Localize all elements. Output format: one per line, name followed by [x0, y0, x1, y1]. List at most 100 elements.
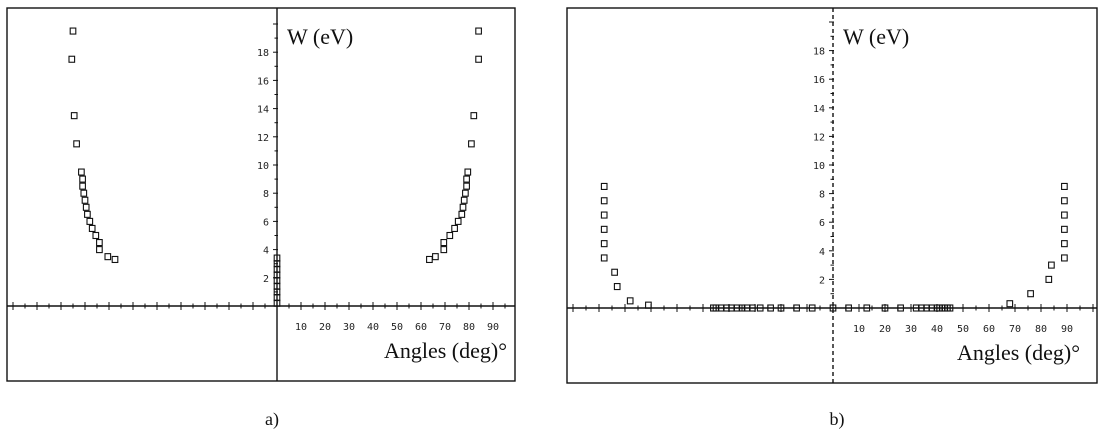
data-point [777, 304, 785, 312]
data-point [1061, 240, 1068, 248]
data-point [600, 225, 608, 233]
data-point [458, 210, 466, 218]
data-point [1006, 300, 1014, 308]
panel-a-x-tick-labels: 10 20 30 40 50 60 70 80 90 [295, 322, 499, 333]
data-point [86, 217, 94, 225]
y-tick-label: 16 [813, 75, 825, 86]
panel-a-y-tick-labels: 2 4 6 8 10 12 14 16 18 [257, 48, 269, 285]
data-point [273, 254, 281, 262]
data-point [611, 268, 618, 276]
data-point [96, 239, 103, 247]
data-point [881, 304, 889, 312]
data-point [863, 304, 871, 312]
data-point [78, 168, 85, 176]
data-point [451, 224, 458, 232]
panel-a-caption: a) [265, 409, 279, 430]
data-point [600, 211, 608, 219]
x-tick-label: 60 [983, 324, 995, 335]
x-tick-label: 70 [1009, 324, 1021, 335]
data-point [440, 239, 448, 247]
x-tick-label: 80 [463, 322, 475, 333]
data-point [82, 203, 90, 211]
data-point [463, 175, 470, 183]
data-point [645, 301, 652, 309]
panel-b-x-axis-title: Angles (deg)° [957, 340, 1080, 365]
data-point [475, 55, 482, 63]
data-point [1045, 275, 1053, 283]
data-point [426, 255, 433, 264]
data-point [793, 304, 800, 312]
x-tick-label: 90 [1061, 324, 1073, 335]
y-tick-label: 12 [813, 132, 825, 143]
x-tick-label: 70 [439, 322, 451, 333]
x-tick-label: 80 [1035, 324, 1047, 335]
data-point [462, 189, 469, 197]
y-tick-label: 2 [819, 275, 825, 286]
data-point [1061, 211, 1068, 219]
panel-a-frame [6, 7, 516, 382]
panel-a-x-axis-title: Angles (deg)° [384, 338, 507, 363]
x-tick-label: 50 [391, 322, 403, 333]
y-tick-label: 14 [813, 104, 825, 115]
x-tick-label: 10 [295, 322, 307, 333]
panel-b-x-tick-labels: 10 20 30 40 50 60 70 80 90 [853, 324, 1073, 335]
panel-b-y-axis-title: W (eV) [843, 24, 909, 49]
data-point [626, 297, 634, 305]
y-tick-label: 18 [257, 48, 269, 59]
data-point [1061, 197, 1068, 205]
data-point [897, 304, 904, 312]
panel-b: 2 4 6 8 10 12 14 16 18 10 20 30 40 50 60 70 80 90 W (eV)… [566, 7, 1098, 430]
panel-a-ticks [12, 23, 506, 310]
data-point [756, 304, 764, 312]
x-tick-label: 40 [931, 324, 943, 335]
x-tick-label: 10 [853, 324, 865, 335]
panel-b-caption: b) [830, 409, 845, 430]
y-tick-label: 16 [257, 76, 269, 87]
data-point [845, 304, 852, 312]
y-tick-label: 6 [819, 218, 825, 229]
x-tick-label: 50 [957, 324, 969, 335]
y-tick-label: 4 [263, 246, 269, 257]
x-tick-label: 30 [343, 322, 355, 333]
panel-b-y-tick-labels: 2 4 6 8 10 12 14 16 18 [813, 47, 825, 287]
data-point [600, 254, 608, 262]
panel-b-points [600, 182, 1068, 312]
panel-b-frame [566, 7, 1098, 384]
data-point [68, 55, 76, 63]
data-point [946, 304, 954, 312]
y-tick-label: 2 [263, 274, 269, 285]
y-tick-label: 18 [813, 47, 825, 58]
data-point [460, 196, 468, 204]
x-tick-label: 90 [487, 322, 499, 333]
data-point [1027, 290, 1034, 298]
data-point [829, 304, 837, 312]
data-point [80, 189, 88, 197]
panel-a-y-axis-title: W (eV) [287, 24, 353, 49]
data-point [1061, 182, 1068, 190]
data-point [464, 168, 472, 176]
data-point [81, 196, 89, 204]
data-point [88, 224, 96, 232]
y-tick-label: 10 [813, 161, 825, 172]
data-point [600, 182, 608, 190]
data-point [73, 140, 80, 148]
y-tick-label: 6 [263, 217, 269, 228]
data-point [104, 253, 112, 261]
x-tick-label: 30 [905, 324, 917, 335]
data-point [470, 112, 478, 120]
data-point [468, 140, 475, 148]
data-point [600, 197, 608, 205]
data-point [440, 246, 448, 254]
data-point [767, 304, 774, 312]
data-point [432, 253, 439, 261]
data-point [600, 240, 608, 248]
data-point [475, 27, 482, 35]
data-point [69, 27, 77, 35]
data-point [92, 231, 100, 240]
data-point [454, 217, 462, 225]
y-tick-label: 8 [819, 190, 825, 201]
panel-a-points [68, 27, 482, 307]
data-point [749, 304, 756, 312]
y-tick-label: 10 [257, 161, 269, 172]
